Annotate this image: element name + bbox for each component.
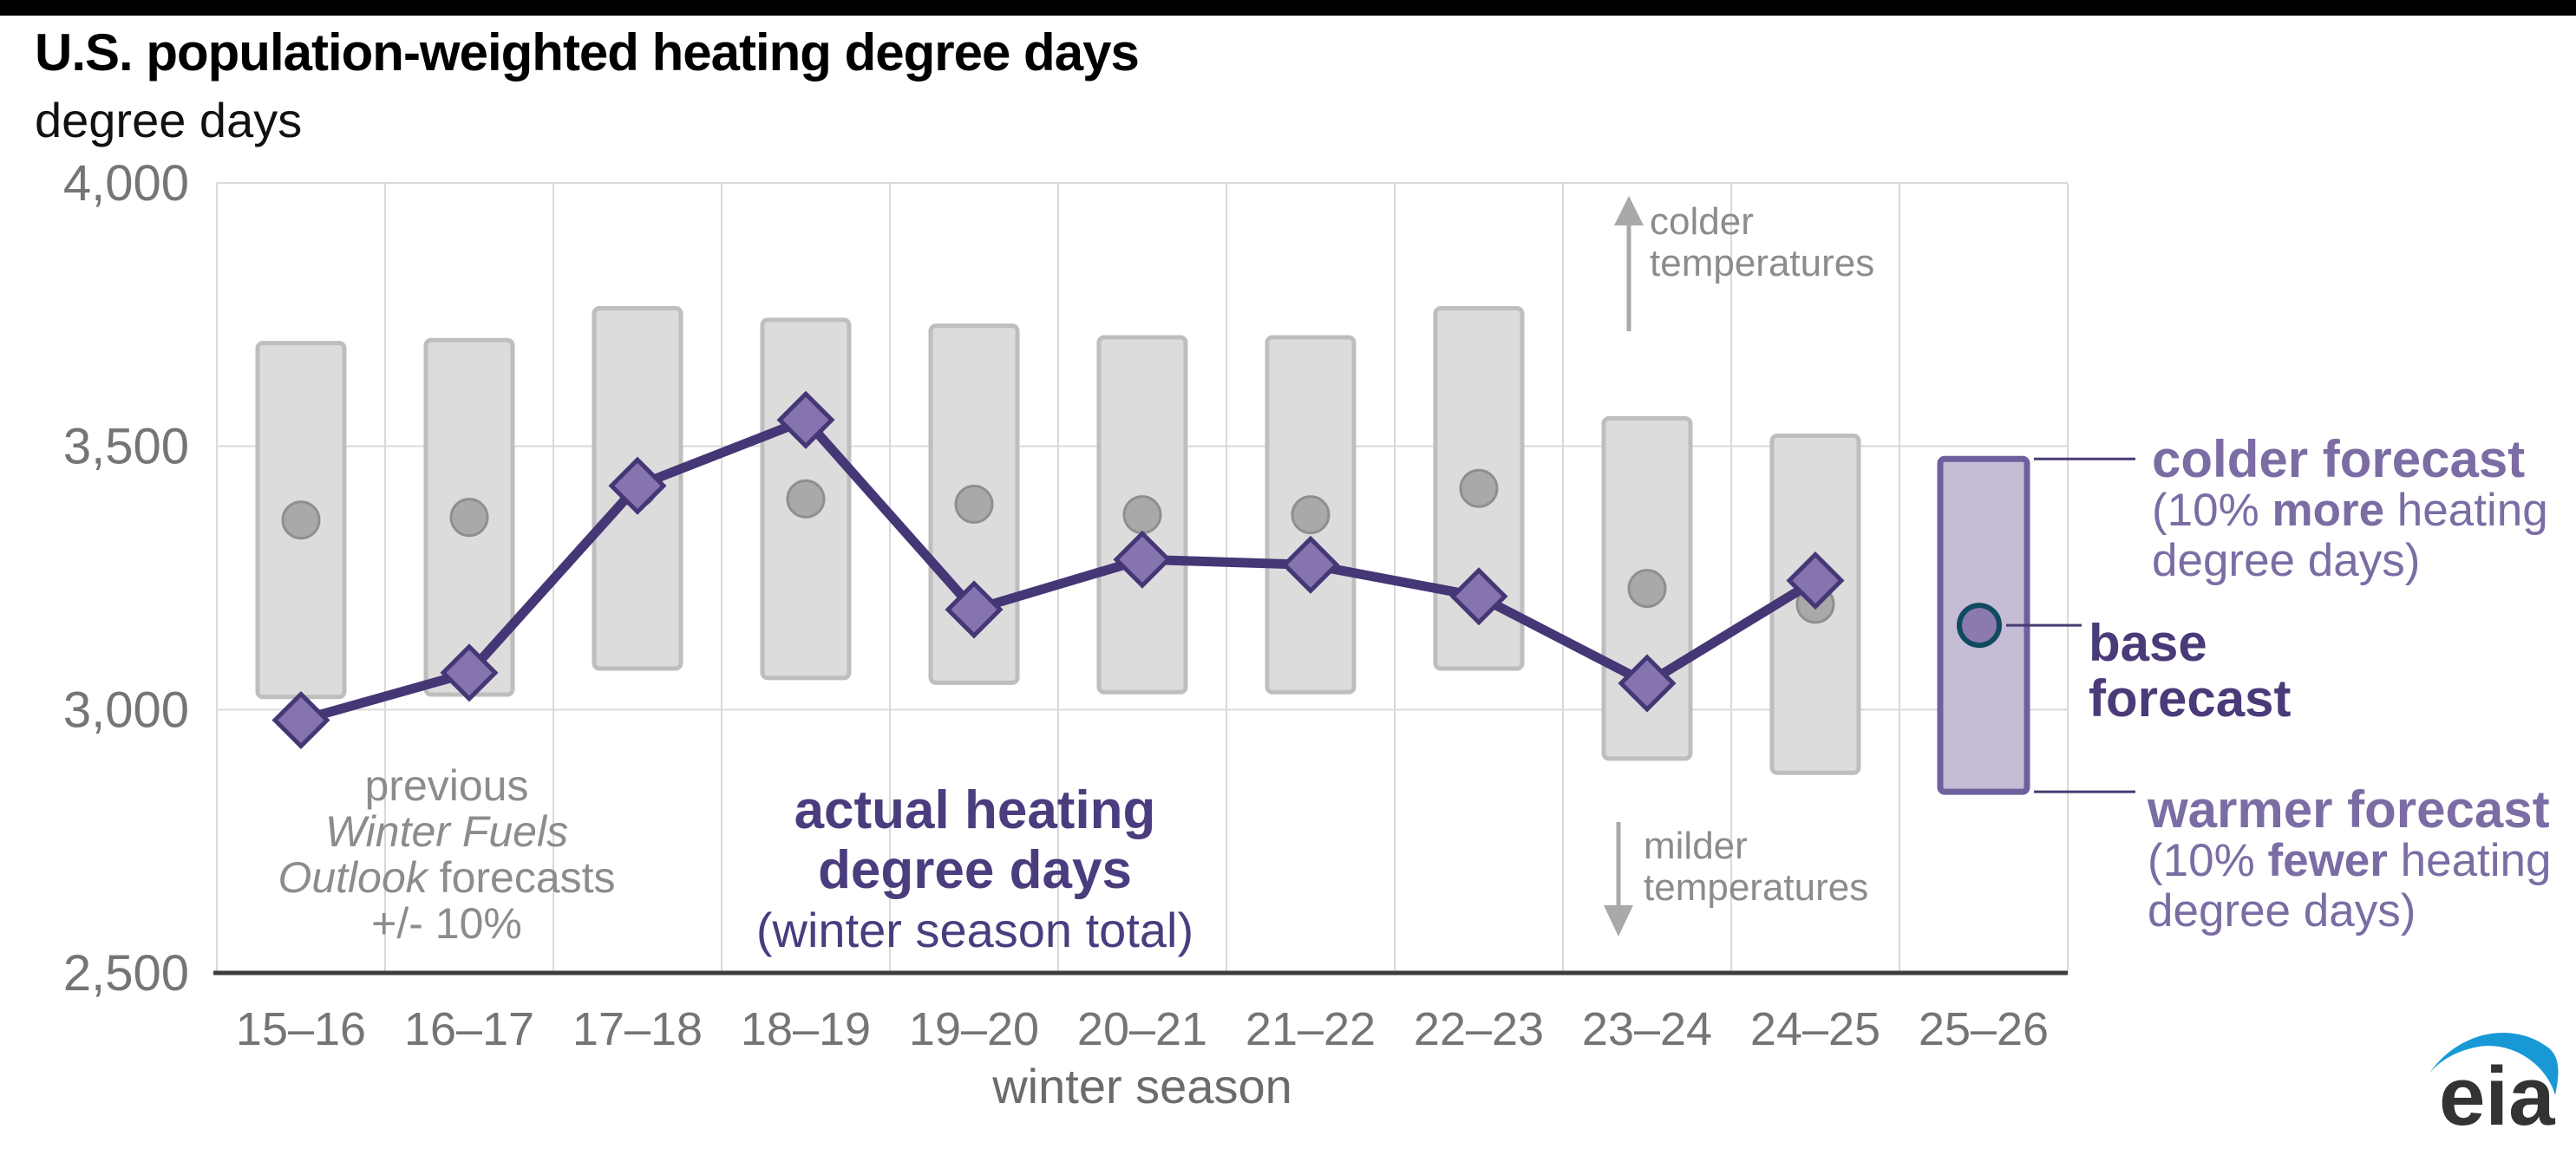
colder-forecast-label: colder forecast (10% more heating degree…	[2152, 434, 2548, 586]
previous-base-forecast-dot	[786, 479, 826, 519]
x-tick-label: 15–16	[236, 1003, 366, 1055]
warmer-forecast-sub2: degree days)	[2148, 885, 2416, 936]
milder-temps-line1: milder	[1644, 825, 1748, 867]
previous-base-forecast-dot	[1122, 495, 1162, 535]
colder-forecast-emph: more	[2272, 485, 2385, 536]
actual-note-line2: degree days	[818, 840, 1132, 900]
y-tick-label: 3,500	[63, 419, 189, 475]
colder-arrow-head	[1614, 196, 1644, 225]
colder-temps-line2: temperatures	[1650, 242, 1875, 284]
warmer-forecast-pre: (10%	[2148, 835, 2268, 886]
colder-temps-line1: colder	[1650, 200, 1754, 243]
x-tick-label: 18–19	[741, 1003, 871, 1055]
actual-hdd-diamond	[271, 690, 330, 750]
actual-hdd-diamond	[1449, 567, 1508, 626]
milder-temps-line2: temperatures	[1644, 866, 1869, 909]
actual-hdd-diamond	[1786, 551, 1845, 610]
y-tick-label: 4,000	[63, 155, 189, 212]
actual-hdd-diamond	[945, 580, 1004, 639]
actual-hdd-diamond	[1618, 654, 1677, 713]
actual-hdd-diamond	[1281, 535, 1340, 594]
previous-note-line4: +/- 10%	[371, 899, 522, 948]
y-tick-label: 2,500	[63, 945, 189, 1002]
colder-temperatures-note: colder temperatures	[1650, 201, 1874, 284]
previous-base-forecast-dot	[1291, 495, 1330, 535]
x-tick-label: 17–18	[572, 1003, 703, 1055]
previous-note-line1: previous	[364, 761, 529, 810]
warmer-forecast-post: heating	[2387, 835, 2552, 886]
base-forecast-line2: forecast	[2089, 669, 2292, 728]
actual-note-line3: (winter season total)	[755, 903, 1194, 957]
top-black-bar	[0, 0, 2576, 16]
forecast-2526-base-dot	[1957, 603, 2002, 649]
actual-hdd-diamond	[776, 390, 835, 449]
previous-base-forecast-dot	[281, 500, 321, 540]
previous-note-line2-italic: Winter Fuels	[324, 807, 569, 856]
chart-title: U.S. population-weighted heating degree …	[35, 23, 1140, 82]
colder-forecast-sub1: (10% more heating	[2152, 486, 2548, 536]
x-tick-label: 25–26	[1919, 1003, 2049, 1055]
colder-forecast-post: heating	[2384, 485, 2548, 536]
previous-base-forecast-dot	[954, 484, 994, 524]
previous-base-forecast-dot	[449, 498, 489, 538]
x-tick-label: 24–25	[1750, 1003, 1880, 1055]
base-forecast-label: base forecast	[2089, 616, 2291, 727]
actual-hdd-line	[299, 414, 1818, 725]
milder-temperatures-note: milder temperatures	[1644, 825, 1868, 909]
x-tick-label: 23–24	[1582, 1003, 1712, 1055]
y-axis-unit-label: degree days	[35, 93, 303, 147]
base-forecast-line1: base	[2089, 614, 2207, 672]
warmer-forecast-title: warmer forecast	[2148, 780, 2550, 839]
x-tick-label: 20–21	[1077, 1003, 1207, 1055]
previous-base-forecast-dot	[1627, 569, 1667, 609]
milder-arrow-head	[1604, 905, 1633, 936]
warmer-forecast-emph: fewer	[2267, 835, 2388, 886]
x-axis-title: winter season	[991, 1059, 1292, 1113]
actual-hdd-diamond	[608, 456, 667, 515]
actual-series-note: actual heating degree days (winter seaso…	[715, 780, 1235, 960]
previous-note-line3-italic: Outlook	[278, 853, 428, 902]
previous-forecasts-note: previous Winter Fuels Outlook forecasts …	[273, 763, 620, 947]
y-tick-label: 3,000	[63, 682, 189, 738]
previous-note-line3: Outlook forecasts	[273, 855, 620, 901]
actual-hdd-diamond	[440, 643, 499, 702]
colder-forecast-sub2: degree days)	[2152, 535, 2421, 586]
colder-forecast-title: colder forecast	[2152, 430, 2526, 488]
x-tick-label: 16–17	[404, 1003, 534, 1055]
warmer-forecast-sub1: (10% fewer heating	[2148, 836, 2552, 886]
colder-forecast-pre: (10%	[2152, 485, 2272, 536]
eia-logo-text: eia	[2439, 1050, 2555, 1136]
x-tick-label: 19–20	[909, 1003, 1039, 1055]
previous-note-line2: Winter Fuels	[273, 809, 620, 855]
warmer-forecast-label: warmer forecast (10% fewer heating degre…	[2148, 784, 2552, 936]
x-tick-label: 22–23	[1414, 1003, 1544, 1055]
eia-logo: eia	[2429, 1032, 2559, 1136]
x-tick-label: 21–22	[1246, 1003, 1376, 1055]
eia-logo-swoosh	[2429, 1032, 2559, 1095]
previous-base-forecast-dot	[1459, 468, 1499, 508]
actual-note-line1: actual heating	[794, 780, 1156, 840]
previous-note-line3-rest: forecasts	[427, 853, 616, 902]
actual-hdd-diamond	[1113, 530, 1172, 589]
